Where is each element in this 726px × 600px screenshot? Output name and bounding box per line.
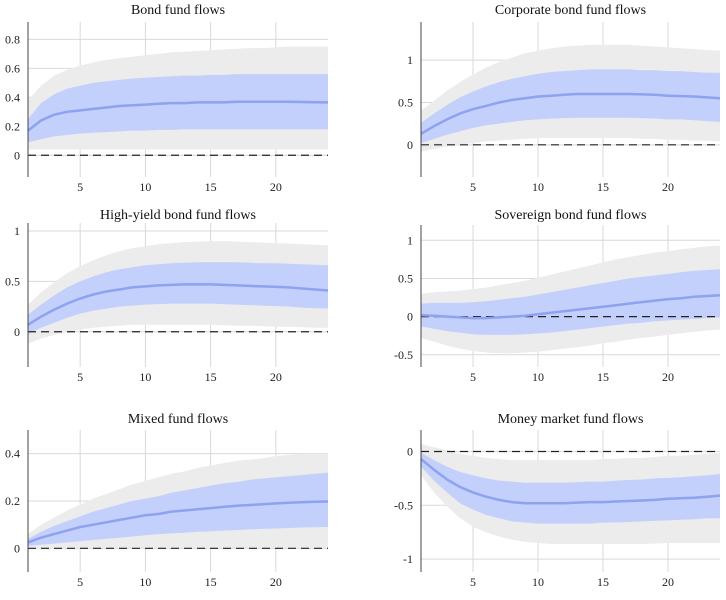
y-tick-label: 0 (407, 310, 413, 324)
x-tick-label: 5 (77, 370, 83, 384)
y-tick-label: 0.5 (398, 95, 413, 109)
y-tick-label: 0.4 (5, 447, 20, 461)
x-tick-label: 10 (532, 575, 544, 589)
x-tick-label: 20 (270, 575, 282, 589)
x-tick-label: 20 (662, 370, 674, 384)
panel-1: 0 0.2 0.4 0.6 0.8 5 10 15 20 Bond fund flows (5, 3, 329, 194)
y-tick-label: 0 (407, 445, 413, 459)
y-tick-label: 0.4 (5, 90, 20, 104)
x-tick-label: 15 (205, 575, 217, 589)
x-tick-label: 20 (662, 575, 674, 589)
panel-6: -1 -0.5 0 5 10 15 20 Money market fund flows (394, 412, 721, 589)
x-tick-label: 15 (205, 180, 217, 194)
y-tick-label: 0.2 (5, 494, 20, 508)
x-tick-label: 5 (77, 180, 83, 194)
median-response-line (420, 293, 721, 320)
y-tick-label: 0.8 (5, 32, 20, 46)
y-tick-label: 0.5 (398, 271, 413, 285)
y-tick-label: 0 (14, 148, 20, 162)
median-response-line (27, 283, 329, 326)
panel-title: Money market fund flows (498, 412, 644, 427)
inner-confidence-band (28, 74, 328, 143)
y-tick-label: 0.5 (5, 274, 20, 288)
x-tick-label: 10 (139, 180, 151, 194)
median-response-line (27, 100, 329, 132)
y-tick-label: -1 (403, 552, 413, 566)
x-tick-label: 5 (77, 575, 83, 589)
x-tick-label: 5 (470, 575, 476, 589)
x-tick-label: 10 (139, 370, 151, 384)
inner-confidence-band (421, 69, 720, 144)
y-tick-label: -0.5 (394, 498, 413, 512)
x-tick-label: 15 (597, 180, 609, 194)
panel-5: 0 0.2 0.4 5 10 15 20 Mixed fund flows (5, 412, 329, 589)
panel-title: Corporate bond fund flows (495, 3, 646, 18)
panel-title: Sovereign bond fund flows (494, 208, 646, 223)
panel-title: High-yield bond fund flows (100, 208, 256, 223)
x-tick-label: 20 (662, 180, 674, 194)
x-tick-label: 20 (270, 180, 282, 194)
median-response-line (27, 500, 329, 544)
y-tick-label: 1 (407, 53, 413, 67)
inner-confidence-band (421, 452, 720, 524)
y-tick-label: 0 (407, 138, 413, 152)
median-response-line (420, 92, 721, 135)
x-tick-label: 10 (532, 370, 544, 384)
y-tick-label: 0 (14, 325, 20, 339)
panel-title: Mixed fund flows (128, 412, 228, 427)
y-tick-label: 1 (407, 233, 413, 247)
y-tick-label: 0 (14, 541, 20, 555)
x-tick-label: 15 (597, 575, 609, 589)
x-tick-label: 10 (532, 180, 544, 194)
y-tick-label: 0.2 (5, 119, 20, 133)
x-tick-label: 15 (205, 370, 217, 384)
x-tick-label: 20 (270, 370, 282, 384)
y-tick-label: 1 (14, 224, 20, 238)
inner-confidence-band (28, 262, 328, 334)
y-tick-label: 0.6 (5, 61, 20, 75)
y-tick-label: -0.5 (394, 348, 413, 362)
x-tick-label: 5 (470, 370, 476, 384)
x-tick-label: 5 (470, 180, 476, 194)
x-tick-label: 10 (139, 575, 151, 589)
inner-confidence-band (28, 472, 328, 546)
x-tick-label: 15 (597, 370, 609, 384)
median-response-line (420, 458, 721, 505)
panel-title: Bond fund flows (131, 3, 225, 18)
